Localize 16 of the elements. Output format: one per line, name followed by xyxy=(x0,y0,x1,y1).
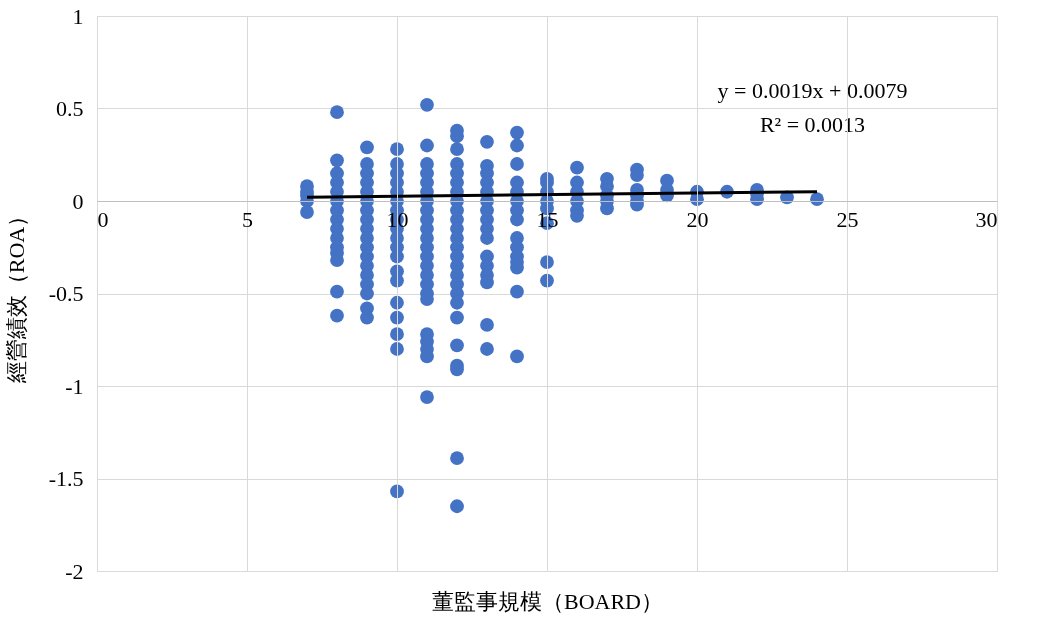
x-tick-label: 5 xyxy=(242,206,253,232)
x-axis-title: 董監事規模（BOARD） xyxy=(431,588,664,614)
annotation: y = 0.0019x + 0.0079 xyxy=(717,78,908,103)
y-tick-label: -1.5 xyxy=(48,466,84,491)
y-tick-label: -0.5 xyxy=(48,281,84,306)
annotation: R² = 0.0013 xyxy=(759,112,866,137)
y-axis-title: 經營績效（ROA） xyxy=(3,204,29,385)
x-tick-label: 20 xyxy=(686,206,709,232)
y-tick-label: -1 xyxy=(65,373,84,399)
x-tick-label: 0 xyxy=(97,206,109,232)
y-tick-label: 0 xyxy=(72,188,84,214)
x-tick-label: 25 xyxy=(836,206,859,232)
x-tick-label: 30 xyxy=(975,206,998,232)
y-tick-label: 1 xyxy=(72,3,84,29)
y-tick-label: -2 xyxy=(65,558,84,584)
y-tick-label: 0.5 xyxy=(56,96,84,121)
